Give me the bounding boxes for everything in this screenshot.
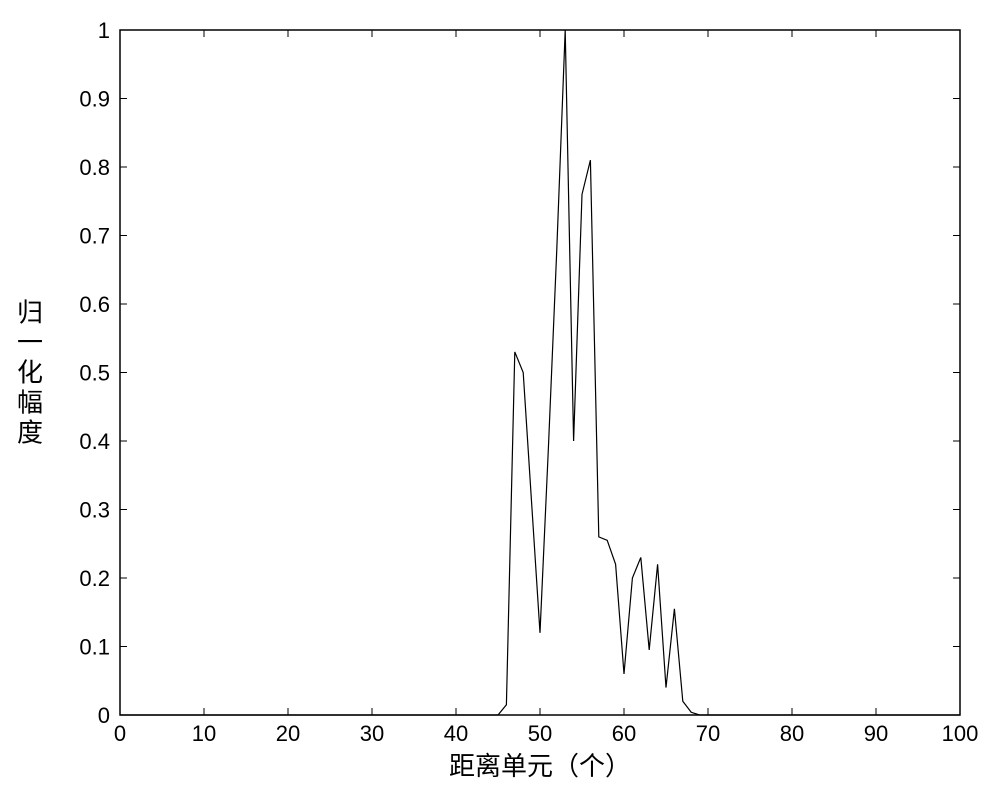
y-tick-label: 0.5 bbox=[79, 361, 110, 386]
y-axis-title-char: 归 bbox=[17, 299, 43, 328]
x-tick-label: 0 bbox=[114, 721, 126, 746]
y-tick-label: 0.4 bbox=[79, 429, 110, 454]
x-tick-label: 70 bbox=[696, 721, 720, 746]
y-tick-label: 0.2 bbox=[79, 566, 110, 591]
x-tick-label: 20 bbox=[276, 721, 300, 746]
x-tick-label: 60 bbox=[612, 721, 636, 746]
y-tick-label: 0.9 bbox=[79, 87, 110, 112]
y-tick-label: 1 bbox=[98, 18, 110, 43]
axis-box bbox=[120, 30, 960, 715]
y-tick-label: 0 bbox=[98, 703, 110, 728]
line-chart: 0 10 20 30 40 50 60 70 80 90 100 0 0.1 0.2 0.3 0.4 0.5 0.… bbox=[0, 0, 1000, 790]
data-line bbox=[120, 30, 960, 715]
y-tick-label: 0.1 bbox=[79, 635, 110, 660]
y-axis-title-char: 化 bbox=[17, 359, 43, 388]
y-axis-title-char: 度 bbox=[17, 419, 43, 448]
x-tick-label: 100 bbox=[942, 721, 979, 746]
x-tick-label: 10 bbox=[192, 721, 216, 746]
y-axis-title-char: 幅 bbox=[17, 389, 43, 418]
y-tick-label: 0.7 bbox=[79, 224, 110, 249]
x-tick-label: 30 bbox=[360, 721, 384, 746]
x-tick-label: 50 bbox=[528, 721, 552, 746]
y-axis-title-char: 一 bbox=[17, 329, 43, 358]
x-axis-title: 距离单元（个） bbox=[449, 752, 631, 781]
x-tick-label: 90 bbox=[864, 721, 888, 746]
y-tick-label: 0.6 bbox=[79, 292, 110, 317]
y-tick-label: 0.3 bbox=[79, 498, 110, 523]
x-tick-label: 40 bbox=[444, 721, 468, 746]
y-tick-label: 0.8 bbox=[79, 155, 110, 180]
x-tick-label: 80 bbox=[780, 721, 804, 746]
chart-container: 0 10 20 30 40 50 60 70 80 90 100 0 0.1 0.2 0.3 0.4 0.5 0.… bbox=[0, 0, 1000, 790]
